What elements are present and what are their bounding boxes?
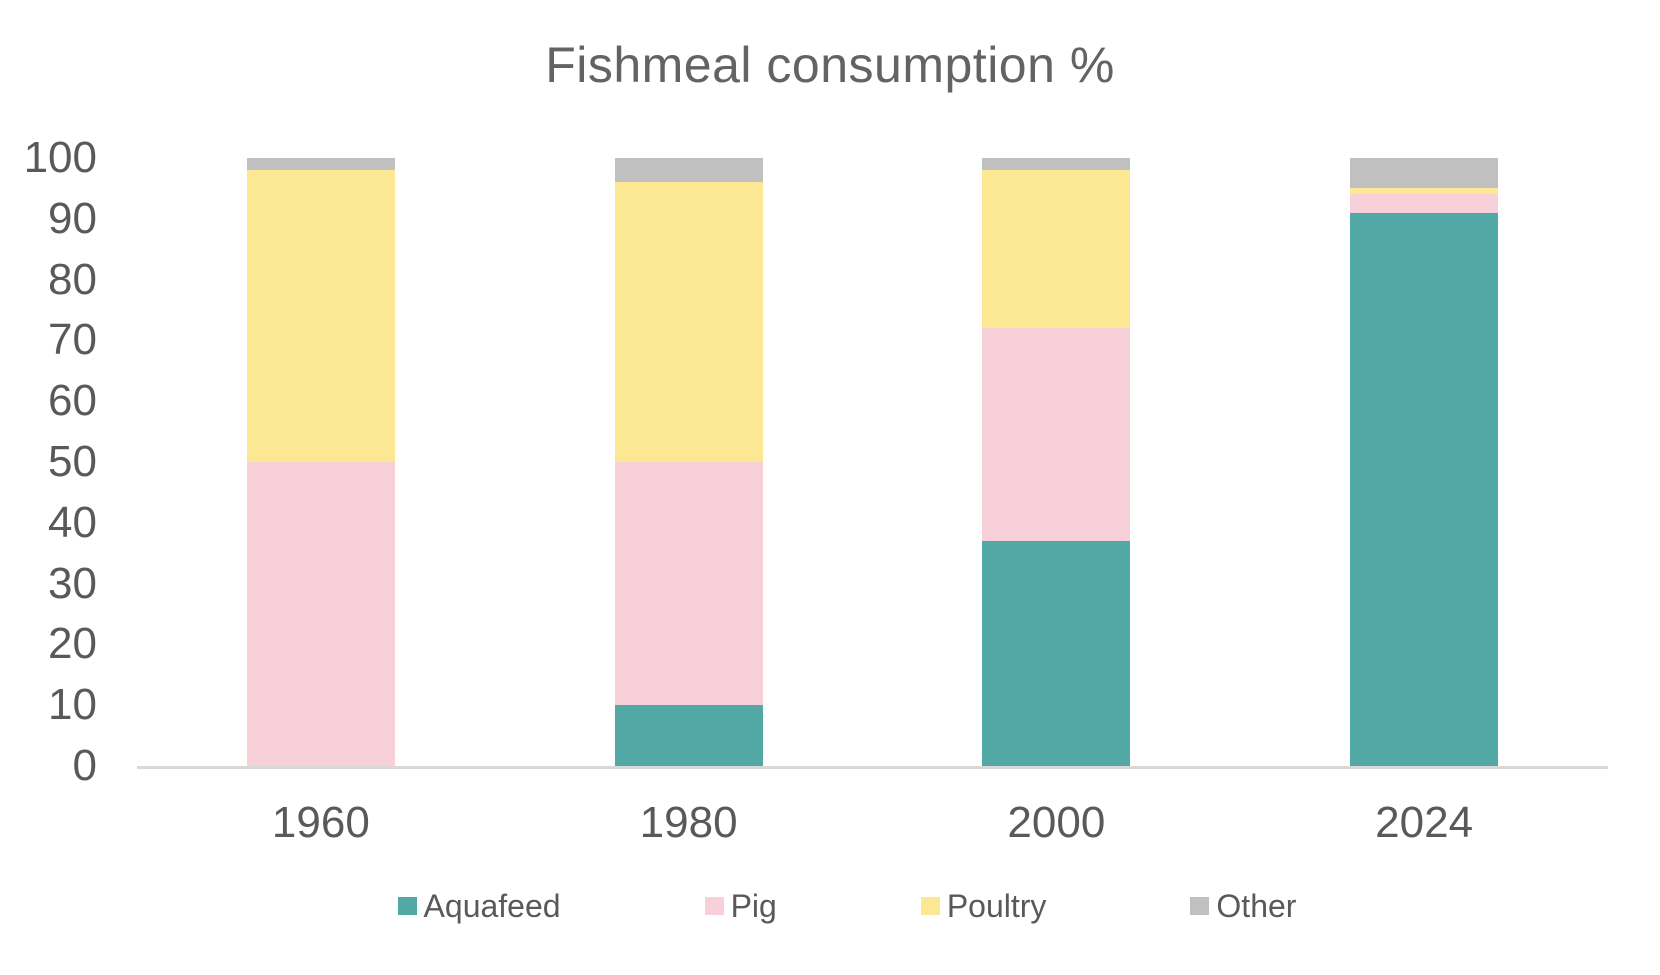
bar-segment-other [614,158,763,183]
bar-segment-aquafeed [982,541,1131,766]
legend-item-pig: Pig [704,888,777,924]
bar-segment-other [982,158,1131,171]
x-axis-line [137,766,1608,769]
bar-segment-poultry [1350,188,1499,195]
legend-item-other: Other [1190,890,1296,922]
x-axis-tick-label: 1980 [639,798,738,847]
bar-segment-aquafeed [1350,212,1499,766]
y-axis-tick-label: 0 [72,741,97,790]
x-axis-tick-label: 1960 [271,798,370,847]
y-axis-tick-label: 40 [48,497,97,547]
legend-swatch-pig [704,897,724,915]
bar-segment-pig [246,462,395,766]
bar-segment-pig [614,462,763,706]
y-axis-tick-label: 80 [48,254,97,304]
y-axis-tick-label: 10 [48,680,97,730]
y-axis-tick-label: 100 [23,133,97,182]
y-axis-tick-label: 90 [48,193,97,243]
legend-item-aquafeed: Aquafeed [397,888,561,924]
bar-segment-aquafeed [614,705,763,766]
bar-segment-other [246,158,395,171]
bar-segment-pig [1350,194,1499,213]
x-axis-tick-label: 2024 [1375,798,1474,847]
legend-label: Poultry [946,888,1047,924]
legend: Aquafeed Pig Poultry Other [0,890,1660,922]
legend-label: Pig [730,888,777,924]
x-axis-tick-label: 2000 [1007,798,1106,847]
legend-label: Other [1216,888,1297,924]
bar-segment-pig [982,328,1131,542]
bar-segment-other [1350,158,1499,189]
legend-swatch-other [1190,897,1210,915]
legend-swatch-aquafeed [397,897,417,915]
y-axis-tick-label: 20 [48,619,97,669]
legend-label: Aquafeed [423,888,561,924]
bar-segment-poultry [982,170,1131,329]
y-axis-tick-label: 50 [48,437,97,486]
legend-item-poultry: Poultry [920,888,1047,924]
legend-swatch-poultry [920,897,940,915]
y-axis-tick-label: 70 [48,315,97,365]
bar-segment-poultry [246,170,395,462]
y-axis-tick-label: 60 [48,376,97,426]
chart-title: Fishmeal consumption % [545,37,1115,93]
y-axis-tick-label: 30 [48,558,97,608]
bar-segment-poultry [614,182,763,462]
